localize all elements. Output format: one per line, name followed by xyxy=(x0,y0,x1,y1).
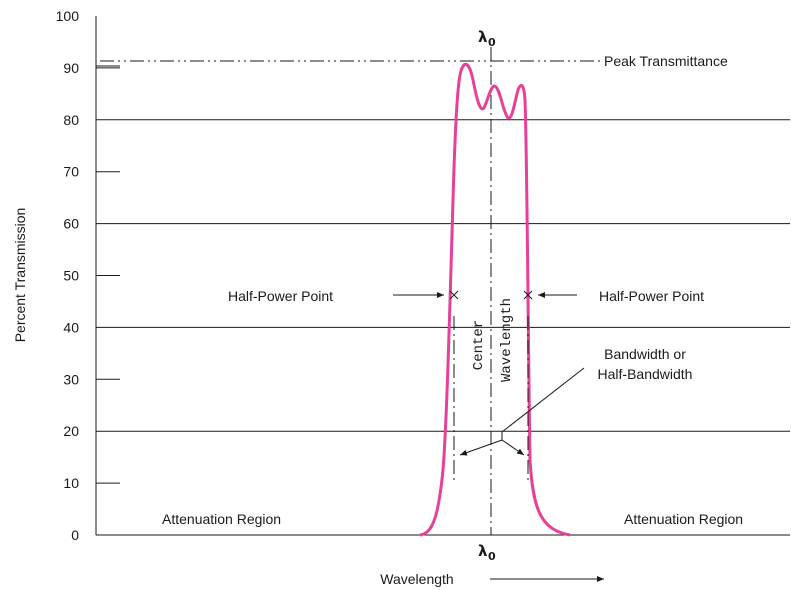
bandwidth-label-line2: Half-Bandwidth xyxy=(598,366,693,382)
y-tick-label: 80 xyxy=(63,112,79,128)
y-tick-label: 20 xyxy=(63,423,79,439)
attenuation-left-label: Attenuation Region xyxy=(162,511,281,527)
bandwidth-leader xyxy=(459,367,585,456)
y-axis-label: Percent Transmission xyxy=(12,208,28,343)
y-tick-label: 90 xyxy=(63,60,79,76)
bandwidth-label-line1: Bandwidth or xyxy=(604,346,686,362)
center-label-line1: Center xyxy=(471,320,487,370)
y-tick-label: 30 xyxy=(63,371,79,387)
center-label-line2: Wavelength xyxy=(499,298,515,382)
y-tick-label: 70 xyxy=(63,164,79,180)
y-tick-label: 40 xyxy=(63,319,79,335)
svg-text:0: 0 xyxy=(488,550,496,563)
svg-text:0: 0 xyxy=(488,36,496,49)
lambda-top: λ 0 xyxy=(478,28,496,49)
half-power-left-marker xyxy=(449,290,459,300)
y-tick-label: 50 xyxy=(63,268,79,284)
peak-label: Peak Transmittance xyxy=(604,53,728,69)
svg-text:λ: λ xyxy=(478,542,488,560)
y-tick-label: 60 xyxy=(63,216,79,232)
half-power-right-label: Half-Power Point xyxy=(599,288,704,304)
half-power-right-marker xyxy=(523,290,533,300)
y-tick-label: 10 xyxy=(63,475,79,491)
lambda-bottom: λ 0 xyxy=(478,542,496,563)
transmission-curve xyxy=(419,62,571,537)
y-tick-label: 100 xyxy=(56,8,80,24)
half-power-left-label: Half-Power Point xyxy=(228,288,333,304)
x-axis-label: Wavelength xyxy=(380,571,453,587)
svg-text:λ: λ xyxy=(478,28,488,46)
y-ticks: 0 10 20 30 40 50 60 70 80 90 100 xyxy=(56,8,120,543)
gridlines xyxy=(96,119,790,432)
y-tick-label: 0 xyxy=(71,527,79,543)
attenuation-right-label: Attenuation Region xyxy=(624,511,743,527)
